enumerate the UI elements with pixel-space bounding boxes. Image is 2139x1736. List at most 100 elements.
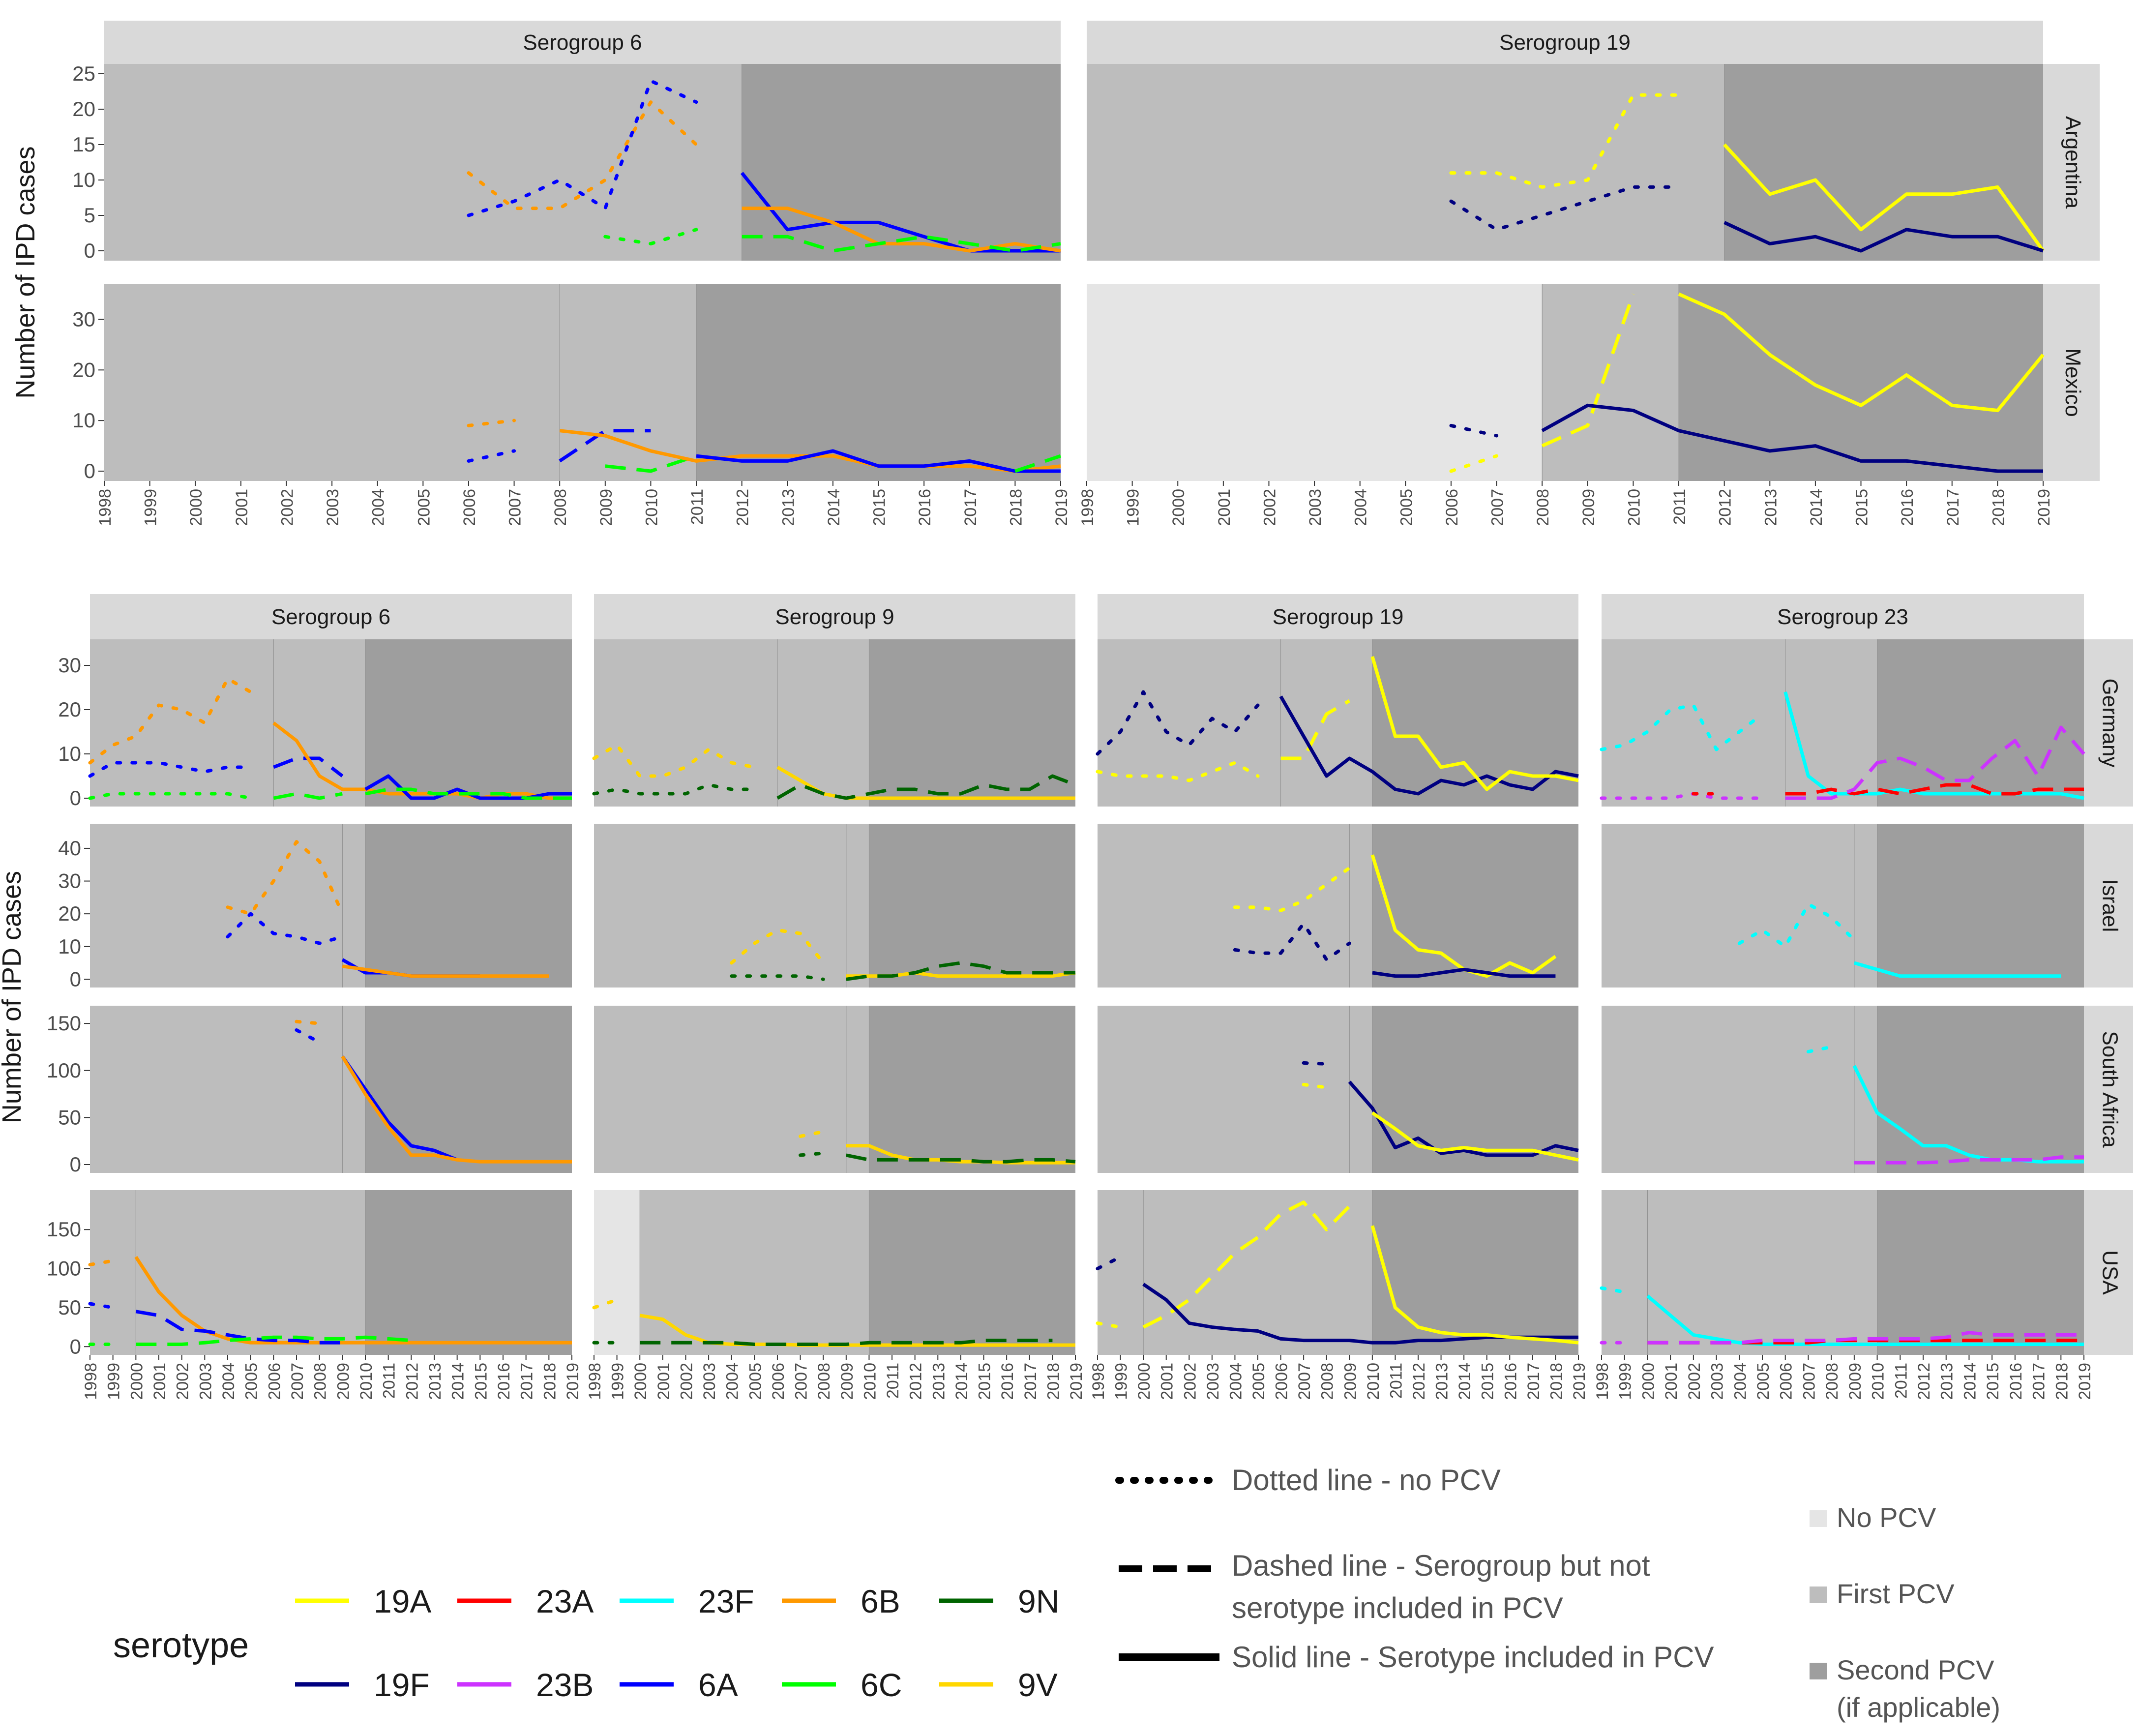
y-tick-label: 150 xyxy=(47,1012,81,1035)
x-tick-label: 2005 xyxy=(1249,1363,1268,1400)
row-label-south-africa: South Africa xyxy=(2098,1031,2122,1148)
x-tick-label: 2010 xyxy=(1625,489,1643,526)
x-tick-label: 2000 xyxy=(1135,1363,1154,1400)
line-type-label-solid: Solid line - Serotype included in PCV xyxy=(1232,1641,1714,1674)
x-tick-label: 2007 xyxy=(506,489,525,526)
period-first_pcv xyxy=(777,639,869,807)
x-tick-label: 2018 xyxy=(1547,1363,1566,1400)
strip-serogroup-9 xyxy=(594,594,1075,639)
legend-label-19A: 19A xyxy=(374,1583,431,1619)
x-tick-label: 2004 xyxy=(723,1363,742,1400)
x-tick-label: 2017 xyxy=(2030,1363,2049,1400)
period-first_pcv xyxy=(104,64,742,261)
series-6B-dotted xyxy=(467,100,698,210)
y-tick-label: 30 xyxy=(58,654,81,677)
series-23F-solid xyxy=(1783,691,2084,800)
x-tick-label: 2000 xyxy=(631,1363,650,1400)
period-second_pcv xyxy=(869,639,1075,807)
series-9V-dotted xyxy=(799,1130,825,1138)
x-tick-label: 2007 xyxy=(1800,1363,1818,1400)
series-6A-solid xyxy=(341,1055,458,1162)
series-19A-solid xyxy=(1678,292,2045,413)
period-first_pcv xyxy=(1647,1190,1877,1355)
series-19F-dotted xyxy=(1449,185,1681,232)
x-tick-label: 2016 xyxy=(495,1363,513,1400)
strip-serogroup-23 xyxy=(1602,594,2084,639)
series-19F-dotted xyxy=(1233,922,1351,961)
panel-argentina-serogroup-19 xyxy=(1087,64,2045,261)
y-axis-title: Number of IPD cases xyxy=(11,146,40,398)
panel-mexico-serogroup-6: 0 10 20 30 xyxy=(72,284,1062,482)
x-tick-label: 2008 xyxy=(311,1363,330,1400)
period-first_pcv xyxy=(1602,1190,1648,1355)
x-tick-label: 2013 xyxy=(1761,489,1780,526)
period-second_pcv xyxy=(1877,1190,2084,1355)
row-strip-usa xyxy=(2084,1190,2133,1355)
strip-label-serogroup-23: Serogroup 23 xyxy=(1777,605,1908,629)
x-tick-label: 2004 xyxy=(1226,1363,1245,1400)
y-tick-label: 30 xyxy=(58,869,81,893)
series-6A-dashed xyxy=(135,1310,343,1345)
line-type-legend: Dotted line - no PCV Dashed line - Serogr… xyxy=(1115,1464,1714,1674)
series-6A-dashed xyxy=(559,429,651,463)
period-first_pcv xyxy=(90,824,343,988)
legend-label-6B: 6B xyxy=(861,1583,900,1619)
x-tick-label: 2009 xyxy=(597,489,616,526)
series-6C-dashed xyxy=(136,1335,412,1346)
period-first_pcv xyxy=(1854,824,1877,988)
x-tick-label: 2019 xyxy=(2035,489,2053,526)
y-tick-label: 10 xyxy=(72,168,95,191)
period-no_pcv xyxy=(1087,284,1543,481)
x-tick-label: 2000 xyxy=(1639,1363,1658,1400)
period-first_pcv xyxy=(90,1190,136,1355)
strip-serogroup-19 xyxy=(1098,594,1578,639)
legend-label-23A: 23A xyxy=(536,1583,594,1619)
series-19A-dotted xyxy=(1302,1082,1329,1089)
period-second_pcv xyxy=(365,1006,572,1173)
period-first_pcv xyxy=(560,284,697,481)
x-tick-label: 2004 xyxy=(369,489,388,526)
x-tick-label: 1999 xyxy=(609,1363,627,1400)
series-23A-dashed xyxy=(1785,783,2084,796)
x-tick-label: 2011 xyxy=(380,1363,399,1399)
x-tick-label: 2012 xyxy=(907,1363,925,1400)
panel-israel-serogroup-19 xyxy=(1098,824,1578,988)
period-first_pcv xyxy=(594,824,846,988)
x-tick-label: 2002 xyxy=(1685,1363,1704,1400)
x-tick-label: 2010 xyxy=(642,489,661,526)
series-9V-dotted xyxy=(592,743,756,778)
x-tick-label: 2003 xyxy=(1708,1363,1727,1400)
series-9V-dotted xyxy=(592,1298,619,1310)
series-9V-dotted xyxy=(730,928,825,965)
strip-serogroup-6 xyxy=(104,21,1061,64)
y-tick-label: 10 xyxy=(58,742,81,765)
x-tick-label: 2014 xyxy=(449,1363,468,1400)
x-tick-label: 2002 xyxy=(677,1363,696,1400)
panel-usa-serogroup-19 xyxy=(1096,1190,1579,1355)
legend-label-9V: 9V xyxy=(1018,1667,1058,1703)
period-swatch-second_pcv xyxy=(1810,1663,1827,1679)
x-tick-label: 2016 xyxy=(1501,1363,1520,1400)
series-19A-dotted xyxy=(1096,1321,1123,1329)
series-19A-dotted xyxy=(1233,866,1351,912)
x-tick-label: 2003 xyxy=(324,489,342,526)
x-tick-label: 2015 xyxy=(1984,1363,2002,1400)
x-tick-label: 1998 xyxy=(586,1363,604,1400)
x-tick-label: 2002 xyxy=(278,489,297,526)
panel-mexico-serogroup-19 xyxy=(1087,284,2045,481)
x-tick-label: 2011 xyxy=(1892,1363,1910,1399)
x-tick-label: 2010 xyxy=(1869,1363,1888,1400)
series-19F-dotted xyxy=(1302,1061,1329,1066)
x-tick-label: 2008 xyxy=(551,489,570,526)
x-tick-label: 1998 xyxy=(82,1363,100,1400)
x-tick-label: 2001 xyxy=(1158,1363,1177,1400)
series-6C-dotted xyxy=(88,792,253,800)
x-tick-label: 2000 xyxy=(1169,489,1188,526)
x-tick-label: 2006 xyxy=(1777,1363,1796,1400)
series-6B-solid xyxy=(341,1055,572,1164)
x-tick-label: 2014 xyxy=(825,489,843,526)
legend-label-19F: 19F xyxy=(374,1667,430,1703)
x-tick-label: 2012 xyxy=(1716,489,1735,526)
x-tick-label: 2002 xyxy=(1260,489,1279,526)
period-second_pcv xyxy=(365,824,572,988)
